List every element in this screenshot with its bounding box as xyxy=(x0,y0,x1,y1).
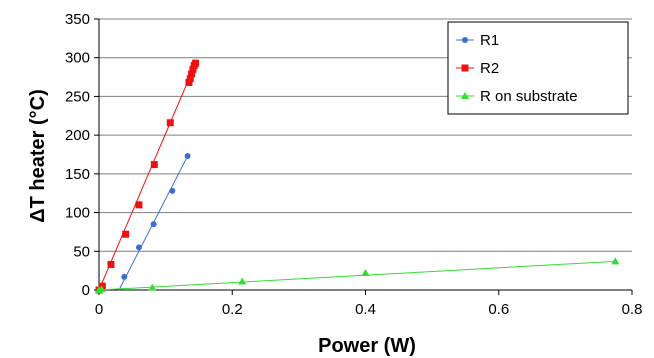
y-tick-label: 0 xyxy=(82,282,90,299)
data-point xyxy=(135,244,142,251)
legend-marker xyxy=(462,37,468,43)
series-r2 xyxy=(95,59,200,294)
y-tick-label: 50 xyxy=(73,243,90,260)
legend-item: R1 xyxy=(456,32,499,49)
data-point xyxy=(361,268,370,276)
y-tick-label: 350 xyxy=(65,11,90,28)
trend-line xyxy=(98,62,197,291)
data-point xyxy=(98,282,106,290)
x-tick-label: 0 xyxy=(95,301,103,318)
data-point xyxy=(135,201,143,209)
data-point xyxy=(192,59,200,67)
data-point xyxy=(166,119,174,127)
legend-item: R on substrate xyxy=(456,88,578,105)
x-tick-label: 0.6 xyxy=(488,301,509,318)
y-tick-label: 250 xyxy=(65,88,90,105)
legend-marker xyxy=(461,64,469,72)
data-point xyxy=(148,283,157,291)
data-point xyxy=(121,273,128,280)
x-tick-label: 0.4 xyxy=(355,301,376,318)
legend-marker xyxy=(461,92,469,99)
x-axis-title: Power (W) xyxy=(318,335,416,357)
y-tick-label: 300 xyxy=(65,50,90,67)
data-point xyxy=(169,187,176,194)
data-point xyxy=(186,75,194,83)
x-tick-labels: 0 0.2 0.4 0.6 0.8 xyxy=(95,301,643,318)
y-tick-label: 200 xyxy=(65,127,90,144)
data-point xyxy=(107,260,115,268)
legend-box xyxy=(447,21,629,115)
y-tick-labels: 0 50 100 150 200 250 300 350 xyxy=(65,11,90,299)
legend-item: R2 xyxy=(456,60,499,77)
data-point xyxy=(185,78,193,86)
data-point xyxy=(188,70,196,78)
data-point xyxy=(150,161,158,169)
y-tick-label: 100 xyxy=(65,205,90,222)
legend-label: R1 xyxy=(480,32,499,49)
data-point xyxy=(122,230,130,238)
legend-label: R on substrate xyxy=(480,88,578,105)
data-point xyxy=(189,65,197,73)
data-point xyxy=(97,285,106,293)
data-point xyxy=(184,153,191,160)
trend-line xyxy=(98,260,616,291)
axes xyxy=(98,19,632,291)
data-point xyxy=(150,221,157,228)
x-tick-label: 0.2 xyxy=(222,301,243,318)
data-point xyxy=(238,277,247,285)
legend: R1 R2 R on substrate xyxy=(447,21,629,115)
series-r-on-substrate xyxy=(95,257,620,293)
y-tick-label: 150 xyxy=(65,166,90,183)
y-axis-title: ΔT heater (°C) xyxy=(27,89,49,223)
series-layer xyxy=(95,59,620,294)
x-tick-label: 0.8 xyxy=(622,301,643,318)
legend-label: R2 xyxy=(480,60,499,77)
data-point xyxy=(611,257,620,265)
